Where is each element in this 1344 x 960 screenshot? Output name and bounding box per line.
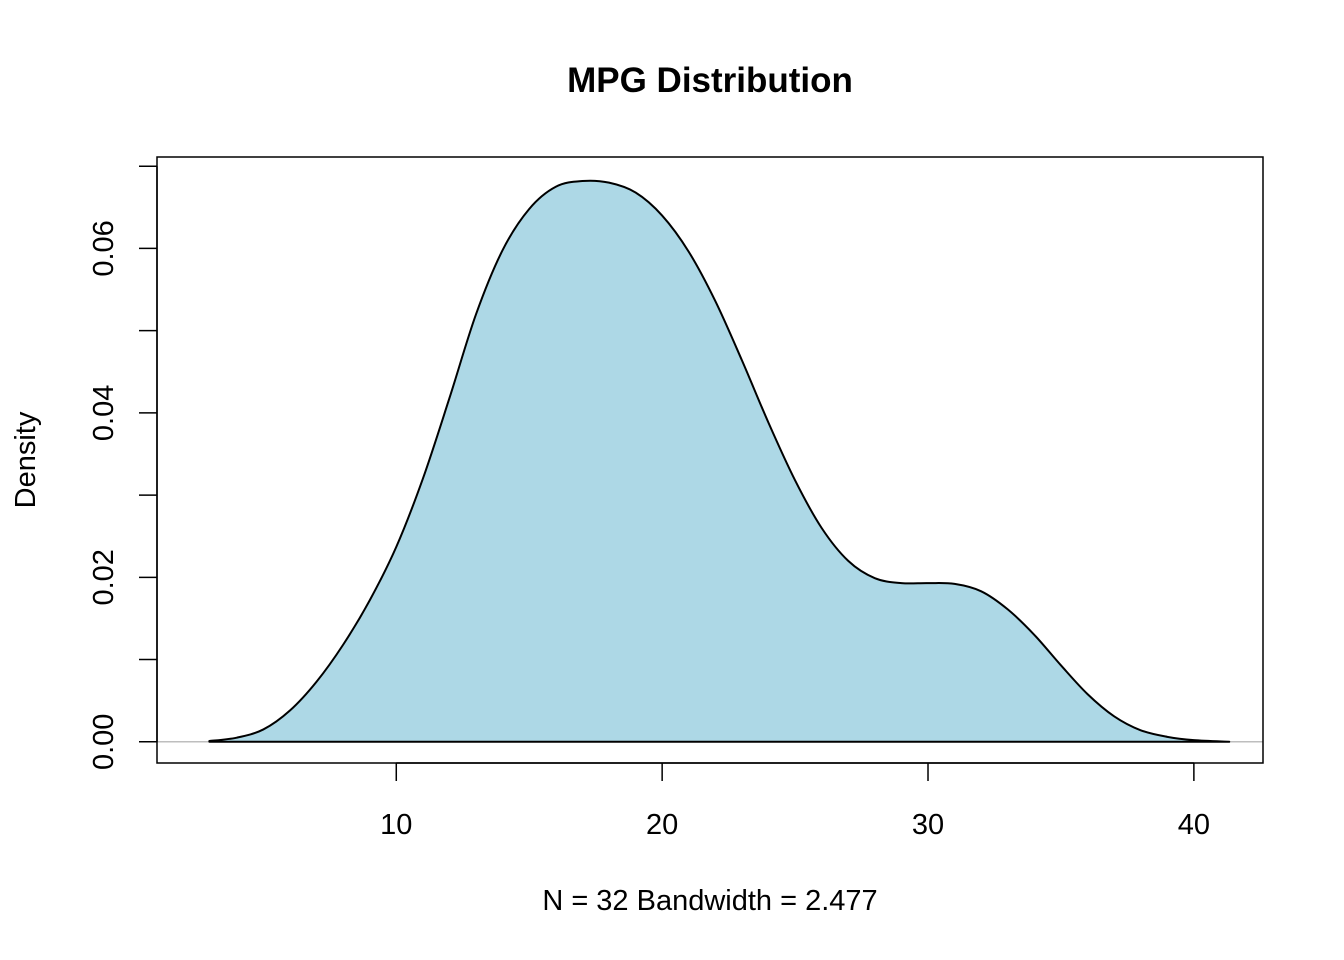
y-axis-label: Density bbox=[10, 411, 42, 508]
y-tick-label: 0.06 bbox=[88, 220, 120, 276]
x-tick-label: 20 bbox=[646, 809, 678, 841]
y-tick-label: 0.00 bbox=[88, 714, 120, 770]
x-tick-label: 40 bbox=[1178, 809, 1210, 841]
plot-area bbox=[157, 179, 1263, 743]
x-tick-label: 30 bbox=[912, 809, 944, 841]
axes: 0.00 0.02 0.04 0.06 10 20 30 40 bbox=[88, 156, 1264, 841]
x-axis-label: N = 32 Bandwidth = 2.477 bbox=[542, 885, 877, 917]
density-area bbox=[209, 180, 1230, 742]
x-tick-label: 10 bbox=[380, 809, 412, 841]
chart-title: MPG Distribution bbox=[567, 61, 853, 100]
y-tick-label: 0.02 bbox=[88, 549, 120, 605]
y-tick-label: 0.04 bbox=[88, 385, 120, 441]
density-line bbox=[208, 179, 1231, 743]
